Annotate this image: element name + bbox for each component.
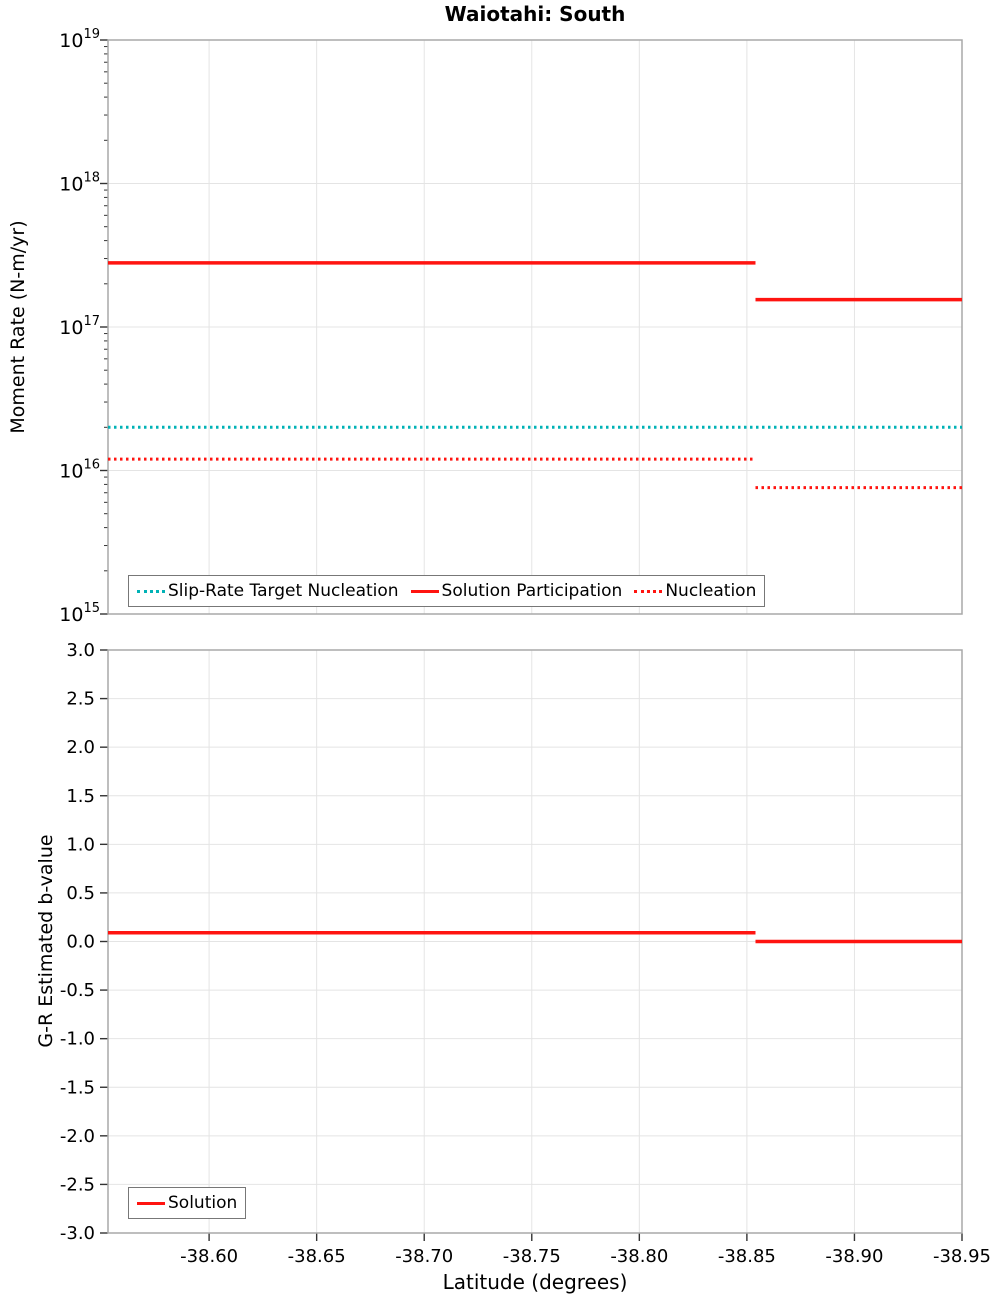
legend-label-solution: Solution — [168, 1193, 238, 1213]
ylabel-b-value: G-R Estimated b-value — [35, 834, 57, 1048]
svg-text:0.0: 0.0 — [66, 932, 95, 953]
svg-text:-3.0: -3.0 — [60, 1223, 95, 1244]
svg-text:-38.60: -38.60 — [180, 1246, 238, 1267]
legend-b-value: Solution — [128, 1187, 247, 1219]
legend-item-slip-rate-target: Slip-Rate Target Nucleation — [137, 581, 399, 601]
legend-label-nucleation: Nucleation — [665, 581, 757, 601]
xlabel-latitude: Latitude (degrees) — [442, 1270, 628, 1294]
svg-text:-38.85: -38.85 — [718, 1246, 776, 1267]
svg-text:1.0: 1.0 — [66, 834, 95, 855]
svg-text:-2.5: -2.5 — [60, 1174, 95, 1195]
svg-text:-0.5: -0.5 — [60, 980, 95, 1001]
svg-text:0.5: 0.5 — [66, 883, 95, 904]
legend-label-slip-rate-target: Slip-Rate Target Nucleation — [168, 581, 399, 601]
svg-text:-38.75: -38.75 — [503, 1246, 561, 1267]
svg-text:1.5: 1.5 — [66, 786, 95, 807]
svg-text:1019: 1019 — [59, 27, 100, 52]
svg-text:-1.0: -1.0 — [60, 1029, 95, 1050]
svg-text:1018: 1018 — [59, 171, 100, 196]
svg-text:1017: 1017 — [59, 314, 100, 339]
legend-item-solution-participation: Solution Participation — [410, 581, 623, 601]
svg-text:-38.95: -38.95 — [933, 1246, 991, 1267]
slip-rate-target-line-sample — [137, 589, 165, 593]
moment-rate-plot-frame — [107, 39, 963, 615]
svg-text:-1.5: -1.5 — [60, 1077, 95, 1098]
svg-text:1016: 1016 — [59, 458, 100, 483]
solution-participation-line-sample — [410, 589, 439, 593]
svg-text:-38.90: -38.90 — [825, 1246, 883, 1267]
legend-item-solution: Solution — [137, 1193, 237, 1213]
svg-text:-2.0: -2.0 — [60, 1126, 95, 1147]
svg-text:2.5: 2.5 — [66, 689, 95, 710]
legend-item-nucleation: Nucleation — [634, 581, 756, 601]
ylabel-moment-rate: Moment Rate (N-m/yr) — [7, 220, 29, 434]
legend-moment-rate: Slip-Rate Target Nucleation Solution Par… — [128, 575, 766, 607]
svg-text:-38.65: -38.65 — [288, 1246, 346, 1267]
svg-text:-38.80: -38.80 — [610, 1246, 668, 1267]
chart-title: Waiotahi: South — [444, 2, 626, 26]
svg-text:1015: 1015 — [59, 601, 100, 626]
svg-text:2.0: 2.0 — [66, 737, 95, 758]
solution-line-sample — [137, 1201, 165, 1205]
svg-text:-38.70: -38.70 — [395, 1246, 453, 1267]
nucleation-line-sample — [634, 589, 663, 593]
legend-label-solution-participation: Solution Participation — [441, 581, 623, 601]
svg-text:3.0: 3.0 — [66, 640, 95, 661]
